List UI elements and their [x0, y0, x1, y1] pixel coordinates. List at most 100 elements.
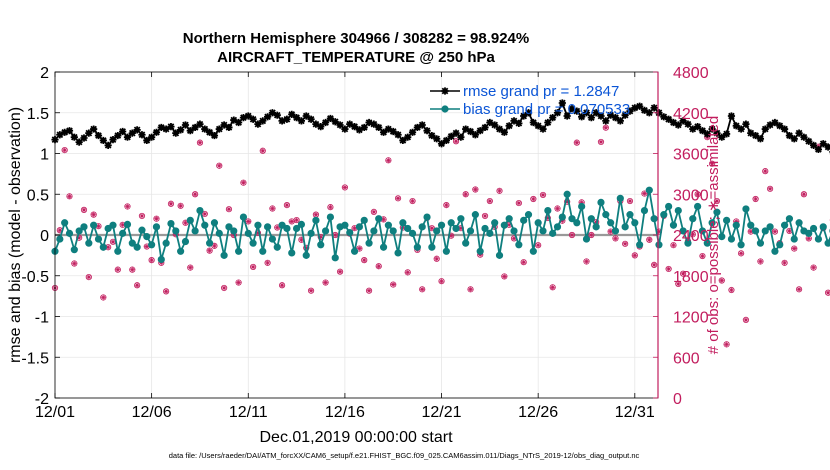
- bias-point: [110, 222, 116, 228]
- bias-point: [806, 230, 812, 236]
- right-tick-label: 1800: [673, 269, 709, 286]
- right-tick-label: 0: [673, 391, 682, 408]
- right-tick-label: 1200: [673, 310, 709, 327]
- bias-point: [216, 230, 222, 236]
- bias-point: [520, 217, 526, 223]
- rmse-point: [757, 135, 764, 142]
- bias-point: [235, 248, 241, 254]
- right-tick-label: 3000: [673, 187, 709, 204]
- bias-point: [574, 220, 580, 226]
- bias-point: [429, 244, 435, 250]
- bias-point: [390, 228, 396, 234]
- rmse-point: [419, 121, 426, 128]
- obs-assimilated-point: [589, 233, 593, 237]
- obs-assimilated-point: [787, 229, 791, 233]
- bias-point: [245, 230, 251, 236]
- x-tick-label: 12/21: [422, 404, 462, 421]
- rmse-point: [742, 121, 749, 128]
- obs-assimilated-point: [372, 210, 376, 214]
- bias-point: [777, 242, 783, 248]
- bias-point: [656, 242, 662, 248]
- bias-point: [487, 230, 493, 236]
- obs-assimilated-point: [439, 279, 443, 283]
- bias-point: [95, 236, 101, 242]
- legend-bias-marker: [442, 106, 448, 112]
- chart-figure: Northern Hemisphere 304966 / 308282 = 98…: [0, 0, 830, 470]
- obs-assimilated-point: [207, 248, 211, 252]
- bias-point: [467, 228, 473, 234]
- obs-assimilated-point: [338, 269, 342, 273]
- rmse-point: [105, 142, 112, 149]
- obs-assimilated-point: [521, 260, 525, 264]
- bias-point: [743, 206, 749, 212]
- bias-point: [298, 221, 304, 227]
- bias-point: [825, 240, 830, 246]
- obs-assimilated-point: [294, 218, 298, 222]
- bias-point: [506, 216, 512, 222]
- rmse-point: [728, 112, 735, 119]
- legend-bias-label: bias grand pr = 0.070533: [463, 101, 630, 118]
- bias-point: [646, 187, 652, 193]
- obs-assimilated-point: [280, 283, 284, 287]
- bias-point: [289, 250, 295, 256]
- bias-point: [240, 214, 246, 220]
- y-tick-label: 1: [40, 147, 49, 164]
- obs-assimilated-point: [203, 212, 207, 216]
- rmse-point: [90, 125, 97, 132]
- obs-assimilated-point: [125, 204, 129, 208]
- bias-point: [86, 240, 92, 246]
- obs-assimilated-point: [396, 196, 400, 200]
- bias-point: [525, 211, 531, 217]
- chart-title: Northern Hemisphere 304966 / 308282 = 98…: [183, 30, 529, 47]
- bias-point: [453, 225, 459, 231]
- bias-point: [182, 238, 188, 244]
- obs-assimilated-point: [468, 287, 472, 291]
- x-tick-label: 12/11: [229, 404, 268, 421]
- obs-assimilated-point: [164, 289, 168, 293]
- obs-assimilated-point: [792, 246, 796, 250]
- bias-point: [748, 222, 754, 228]
- obs-assimilated-point: [154, 217, 158, 221]
- obs-assimilated-point: [454, 139, 458, 143]
- legend-rmse-marker: [441, 87, 448, 94]
- rmse-point: [182, 121, 189, 128]
- bias-point: [100, 244, 106, 250]
- obs-assimilated-point: [502, 274, 506, 278]
- bias-point: [332, 255, 338, 261]
- bias-point: [385, 222, 391, 228]
- bias-point: [231, 228, 237, 234]
- bias-point: [482, 225, 488, 231]
- bias-point: [269, 236, 275, 242]
- obs-assimilated-point: [483, 214, 487, 218]
- bias-point: [530, 248, 536, 254]
- bias-point: [540, 228, 546, 234]
- bias-point: [516, 242, 522, 248]
- obs-assimilated-point: [111, 240, 115, 244]
- rmse-point: [791, 135, 798, 142]
- bias-point: [264, 224, 270, 230]
- obs-assimilated-point: [62, 148, 66, 152]
- obs-assimilated-point: [758, 259, 762, 263]
- bias-point: [371, 228, 377, 234]
- obs-assimilated-point: [290, 219, 294, 223]
- bias-point: [810, 225, 816, 231]
- obs-assimilated-point: [575, 140, 579, 144]
- obs-assimilated-point: [604, 125, 608, 129]
- rmse-point: [119, 128, 126, 135]
- bias-point: [661, 211, 667, 217]
- right-y-axis-label: # of obs: o=possible; ∗=assimilated: [705, 116, 722, 355]
- obs-assimilated-point: [724, 342, 728, 346]
- obs-assimilated-point: [642, 191, 646, 195]
- bias-point: [593, 224, 599, 230]
- obs-assimilated-point: [222, 286, 226, 290]
- obs-assimilated-point: [584, 259, 588, 263]
- obs-assimilated-point: [463, 192, 467, 196]
- bias-point: [564, 191, 570, 197]
- bias-point: [603, 211, 609, 217]
- obs-assimilated-point: [270, 206, 274, 210]
- obs-assimilated-point: [531, 197, 535, 201]
- bias-point: [66, 230, 72, 236]
- rmse-point: [167, 123, 174, 130]
- bias-point: [342, 222, 348, 228]
- bias-point: [434, 228, 440, 234]
